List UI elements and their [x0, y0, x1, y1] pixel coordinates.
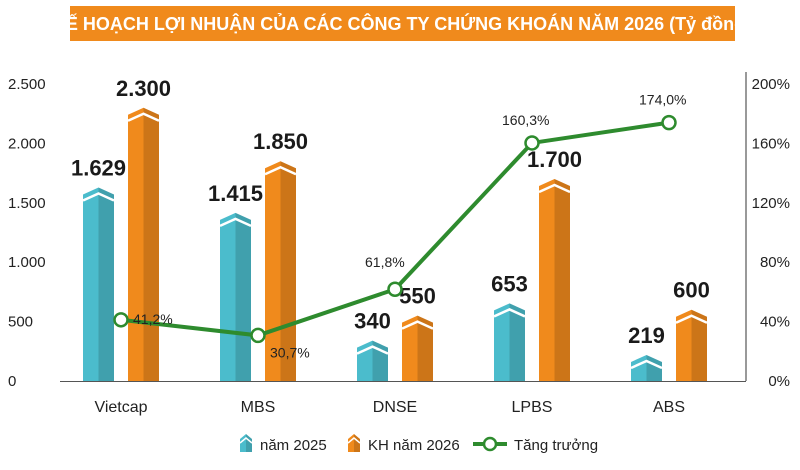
bar-2025-left-face: [83, 187, 99, 381]
bar-2026-value-label: 1.700: [527, 147, 582, 172]
y-left-tick-label: 2.000: [8, 135, 46, 152]
bar-2026: 550: [399, 284, 436, 381]
y-right-tick-label: 80%: [760, 254, 790, 271]
bar-2025-right-face: [98, 187, 114, 381]
growth-point: [524, 135, 540, 151]
category-label: LPBS: [512, 399, 553, 416]
bar-2026-right-face: [143, 107, 159, 381]
bar-2025-left-face: [494, 303, 510, 381]
bar-2026-chevron: [127, 112, 160, 122]
bar-2025-chevron: [219, 217, 252, 228]
growth-value-label: 61,8%: [365, 254, 405, 270]
y-right-tick-label: 120%: [752, 195, 790, 212]
bar-2025: 1.415: [208, 181, 263, 381]
growth-line: 41,2% 30,7% 61,8% 160,3% 174,0%: [113, 92, 686, 360]
bar-2025-value-label: 1.415: [208, 181, 263, 206]
bar-2026: 1.850: [253, 129, 308, 381]
y-right-tick-label: 40%: [760, 314, 790, 331]
bar-2026-left-face: [128, 107, 144, 381]
bar-2026: 2.300: [116, 76, 171, 381]
category-label: Vietcap: [94, 399, 147, 416]
bar-2026-left-face: [539, 179, 555, 381]
growth-point: [661, 114, 677, 131]
legend-swatch-2026: [347, 434, 361, 452]
bar-2026-right-face: [691, 309, 707, 381]
bar-2026-right-face: [554, 179, 570, 381]
legend-swatch-2025: [239, 434, 253, 452]
bar-2026-chevron: [538, 183, 571, 194]
legend-label-2026: KH năm 2026: [368, 437, 460, 454]
title-banner: KẾ HOẠCH LỢI NHUẬN CỦA CÁC CÔNG TY CHỨNG…: [53, 6, 751, 41]
growth-value-label: 30,7%: [270, 344, 310, 360]
category-label: DNSE: [373, 399, 417, 416]
axes: 0 500 1.000 1.500 2.000 2.500 0% 40% 80% 120% 160%…: [8, 72, 790, 416]
y-right-tick-label: 160%: [752, 135, 790, 152]
y-left-tick-label: 2.500: [8, 76, 46, 93]
y-left-tick-label: 500: [8, 314, 33, 331]
bar-2025: 653: [491, 271, 528, 381]
bar-2026-left-face: [402, 315, 418, 381]
bar-2025-right-face: [509, 303, 525, 381]
bar-2026-value-label: 1.850: [253, 129, 308, 154]
bar-2025-value-label: 219: [628, 323, 665, 348]
title-banner-background: [70, 6, 735, 41]
bar-2026-value-label: 550: [399, 284, 436, 309]
bar-2025: 340: [354, 309, 391, 381]
legend-swatch-growth-marker: [482, 436, 498, 452]
legend: năm 2025 KH năm 2026 Tăng trưởng: [239, 434, 598, 454]
legend-label-growth: Tăng trưởng: [514, 437, 598, 454]
bar-2025-chevron: [630, 359, 663, 370]
y-right-tick-label: 0%: [768, 373, 790, 390]
bar-2025-value-label: 653: [491, 271, 528, 296]
bar-2025-chevron: [82, 192, 115, 202]
bar-2026-left-face: [676, 309, 692, 381]
bar-2025: 1.629: [71, 155, 126, 381]
bar-2026-left-face: [265, 161, 281, 381]
legend-swatch-2025-chevron: [239, 437, 253, 444]
bar-2026-chevron: [264, 165, 297, 176]
bars: 1.629 1.415 340 653 219 2.300 1.850 550 1.700 600: [71, 76, 710, 381]
bar-2026: 1.700: [527, 147, 582, 381]
bar-2026-value-label: 2.300: [116, 76, 171, 101]
growth-value-label: 160,3%: [502, 112, 549, 128]
y-left-tick-label: 0: [8, 373, 16, 390]
bar-2025: 219: [628, 323, 665, 381]
bar-2025-right-face: [235, 212, 251, 381]
growth-line-path: [120, 120, 670, 338]
bar-2026-chevron: [675, 314, 708, 324]
bar-2025-left-face: [220, 212, 236, 381]
bar-2025-value-label: 340: [354, 309, 391, 334]
growth-point: [250, 327, 266, 344]
category-label: ABS: [653, 399, 685, 416]
legend-swatch-2026-chevron: [347, 437, 361, 444]
growth-value-label: 174,0%: [639, 92, 686, 108]
bar-2026: 600: [673, 278, 710, 381]
legend-label-2025: năm 2025: [260, 437, 327, 454]
growth-point: [113, 312, 129, 328]
y-right-tick-label: 200%: [752, 76, 790, 93]
bar-2026-value-label: 600: [673, 278, 710, 303]
bar-2026-chevron: [401, 320, 434, 330]
y-left-tick-label: 1.000: [8, 254, 46, 271]
growth-point: [387, 281, 403, 297]
growth-value-label: 41,2%: [133, 311, 173, 327]
category-label: MBS: [241, 399, 276, 416]
bar-2025-chevron: [493, 308, 526, 318]
bar-2025-value-label: 1.629: [71, 155, 126, 180]
bar-2026-right-face: [417, 315, 433, 381]
y-left-tick-label: 1.500: [8, 195, 46, 212]
chart-title: KẾ HOẠCH LỢI NHUẬN CỦA CÁC CÔNG TY CHỨNG…: [53, 13, 751, 34]
bar-2025-chevron: [356, 345, 389, 355]
